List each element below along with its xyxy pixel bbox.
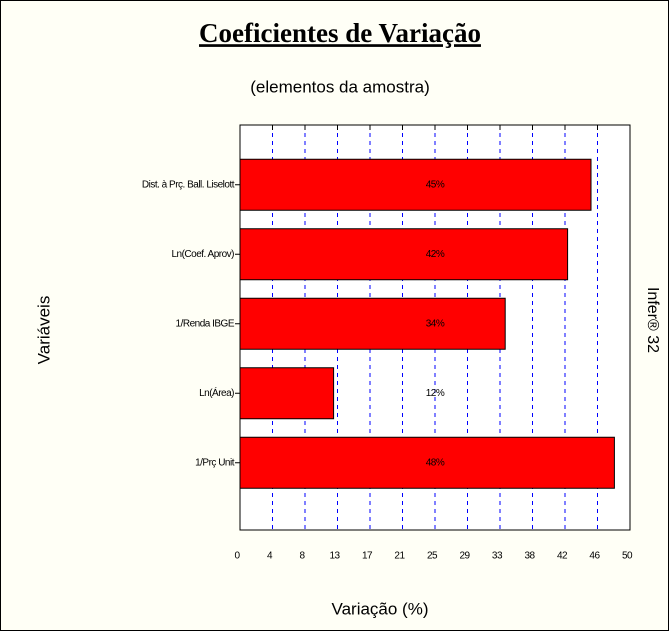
bar [239,228,569,281]
data-label: 42% [426,249,445,260]
y-tick-label: Dist. à Prç. Ball. Liselott [142,179,235,190]
data-label: 48% [426,457,445,468]
y-tick-label: Ln(Coef. Aprov) [171,249,234,260]
y-tick-label: Ln(Área) [199,386,234,399]
y-axis-label: Variáveis [34,296,53,365]
data-label: 34% [426,318,445,329]
x-tick-label: 13 [329,551,340,562]
x-tick-label: 33 [492,551,503,562]
bar [239,158,592,211]
bar [239,436,615,489]
chart-subtitle: (elementos da amostra) [250,77,430,96]
x-tick-label: 25 [427,551,438,562]
annotation: Infer® 32 [644,287,661,353]
y-tick-label: 1/Prç Unit [195,457,235,468]
chart-title: Coeficientes de Variação [199,18,481,48]
x-tick-label: 4 [267,551,273,562]
x-tick-label: 29 [459,551,470,562]
x-tick-label: 46 [589,551,600,562]
x-axis-label: Variação (%) [332,599,429,618]
data-label: 45% [426,179,445,190]
bar [239,297,506,350]
bar [239,367,335,420]
data-label: 12% [426,388,445,399]
x-tick-label: 8 [299,551,305,562]
x-tick-label: 17 [362,551,373,562]
x-tick-label: 0 [234,551,240,562]
x-tick-label: 42 [557,551,568,562]
x-tick-label: 21 [394,551,405,562]
y-tick-label: 1/Renda IBGE [176,318,235,329]
x-tick-label: 50 [622,551,633,562]
x-tick-label: 38 [524,551,535,562]
